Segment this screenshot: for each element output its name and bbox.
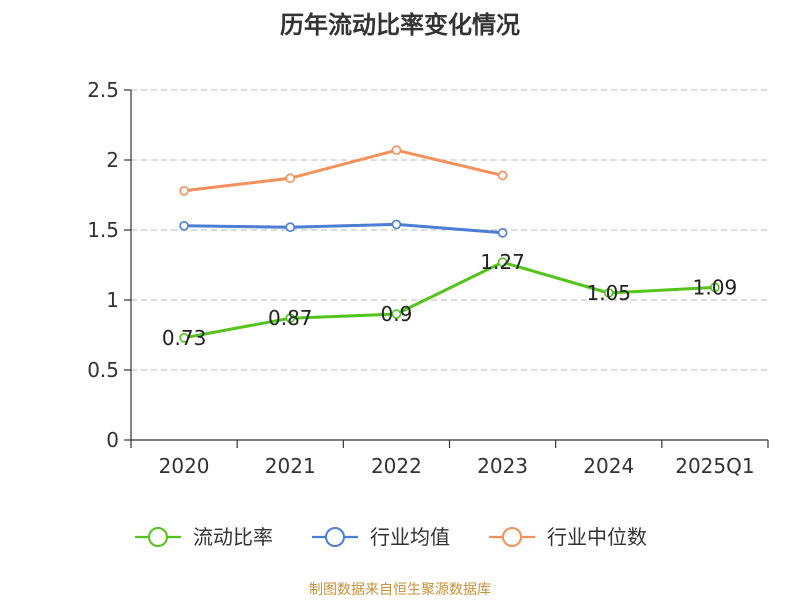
data-point [391,309,402,319]
legend-label: 行业均值 [370,525,450,549]
x-tick-label: 2020 [159,454,210,478]
legend-label: 流动比率 [193,525,273,549]
data-point [179,221,189,231]
data-point [603,288,614,298]
data-point [497,170,508,181]
x-tick-label: 2022 [371,454,422,478]
y-tick-label: 0 [106,428,119,452]
legend-marker [502,527,522,547]
series-lines: 0.73 0.87 0.9 1.27 1.05 1.09 [162,145,738,350]
legend-item[interactable]: 行业中位数 [489,525,647,549]
data-point [497,228,508,238]
data-label: 0.73 [162,326,207,350]
legend[interactable]: 流动比率 行业均值 行业中位数 [135,525,647,549]
y-tick-label: 2.5 [87,78,119,102]
grid-lines [131,89,768,371]
x-tick-label: 2025Q1 [675,454,754,478]
data-label: 0.9 [381,302,413,326]
data-label: 1.09 [693,275,738,299]
y-tick-label: 2 [106,148,119,172]
data-point [179,332,189,343]
data-point [391,219,402,230]
data-point [497,257,508,268]
data-point [285,313,296,324]
x-tick-label: 2021 [265,454,316,478]
data-point [285,222,296,232]
axes [130,90,768,441]
series-line [183,260,715,340]
x-tick-label: 2023 [477,454,528,478]
y-tick-label: 1.5 [87,218,119,242]
chart-title: 历年流动比率变化情况 [280,11,520,39]
y-tick-label: 0.5 [87,358,119,382]
series-line [184,222,503,235]
legend-marker [148,527,168,547]
legend-marker [325,527,345,547]
y-axis-ticks: 0 0.5 1 1.5 2 2.5 [87,78,131,452]
y-tick-label: 1 [106,288,119,312]
source-note: 制图数据来自恒生聚源数据库 [309,582,491,598]
legend-item[interactable]: 行业均值 [312,525,450,549]
data-point [179,186,189,196]
series-line [183,148,503,193]
x-tick-label: 2024 [583,454,634,478]
data-label: 1.27 [480,250,525,274]
data-point [285,173,296,183]
x-axis-ticks: 2020 2021 2022 2023 2024 2025Q1 [130,440,769,478]
legend-label: 行业中位数 [547,525,647,549]
data-label: 0.87 [268,306,313,330]
data-point [391,145,402,155]
data-point [710,282,720,293]
data-label: 1.05 [586,281,631,305]
legend-item[interactable]: 流动比率 [135,525,273,549]
